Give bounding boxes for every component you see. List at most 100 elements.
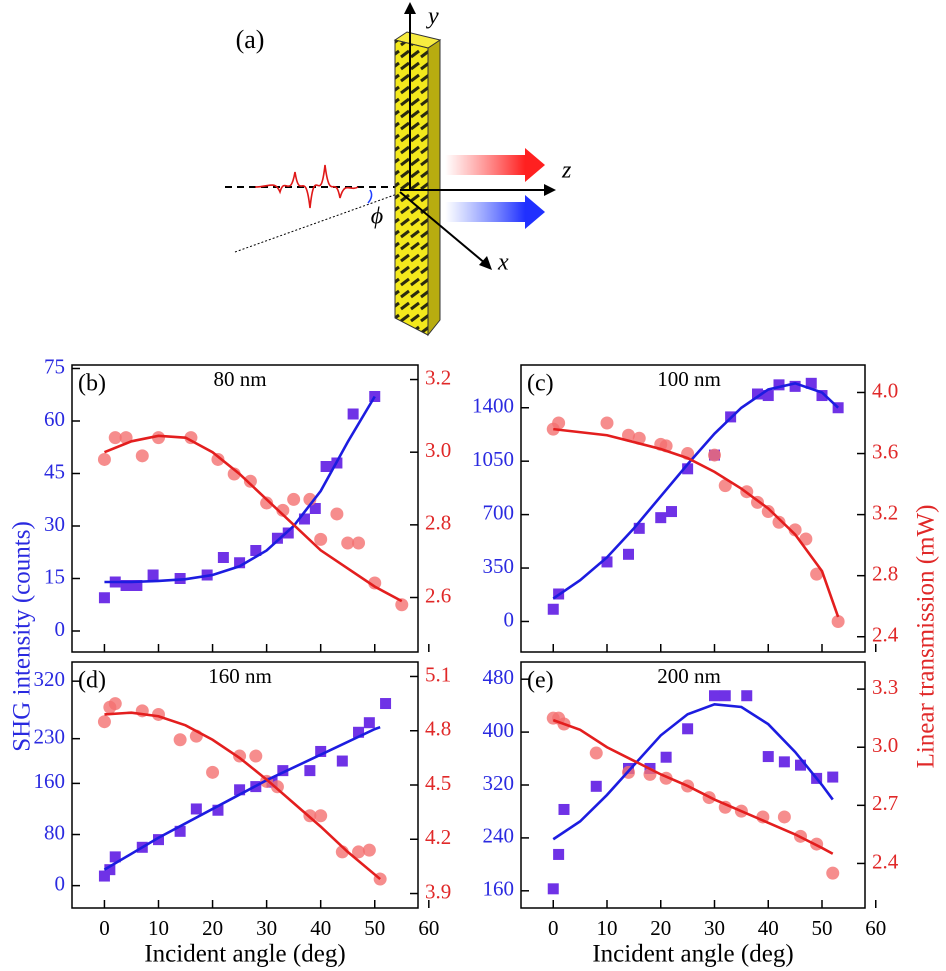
- square-point: [709, 690, 720, 702]
- y2-tick-label: 4.2: [425, 825, 451, 849]
- square-point: [547, 883, 559, 895]
- arrowhead: [479, 256, 492, 270]
- square-point: [682, 463, 694, 475]
- circle-point: [589, 746, 603, 760]
- square-point: [789, 380, 801, 392]
- plot-frame: [71, 364, 419, 653]
- y2-tick-label: 3.6: [872, 439, 898, 463]
- circle-point: [314, 532, 328, 546]
- fit-line: [553, 427, 840, 618]
- square-point: [147, 569, 159, 581]
- x-tick-label: 40: [310, 916, 331, 940]
- circle-point: [708, 448, 721, 462]
- arrowhead: [525, 195, 545, 229]
- x-tick-label: 50: [364, 916, 385, 940]
- square-point: [558, 803, 570, 815]
- x-tick-label: 50: [812, 916, 833, 940]
- square-point: [282, 527, 294, 539]
- circle-point: [826, 866, 840, 880]
- circle-point: [260, 496, 274, 510]
- square-point: [601, 556, 613, 568]
- x-tick-label: 20: [650, 916, 671, 940]
- square-point: [762, 751, 774, 763]
- x-tick-label: 60: [418, 916, 439, 940]
- square-point: [666, 506, 677, 518]
- plate-front: [394, 39, 429, 336]
- square-point: [104, 864, 116, 876]
- y-tick-label: 45: [44, 459, 65, 483]
- x-tick-label: 30: [256, 916, 277, 940]
- square-point: [762, 390, 774, 402]
- y2-tick-label: 3.0: [425, 438, 451, 462]
- circle-point: [777, 810, 791, 824]
- panel-label: (e): [527, 668, 554, 694]
- circle-point: [249, 749, 263, 763]
- square-point: [212, 804, 224, 816]
- angle-label: ϕ: [371, 204, 383, 230]
- y-tick-label: 320: [483, 771, 515, 795]
- y-tick-label: 60: [44, 407, 65, 431]
- circle-point: [152, 431, 165, 445]
- square-point: [250, 545, 262, 556]
- square-point: [633, 522, 645, 534]
- y-tick-label: 160: [34, 769, 66, 793]
- x-tick-label: 40: [758, 916, 779, 940]
- square-point: [623, 548, 634, 560]
- square-point: [380, 698, 392, 710]
- circle-point: [97, 452, 111, 466]
- angle-arc: [367, 189, 373, 204]
- y-tick-label: 400: [483, 718, 515, 742]
- circle-point: [831, 614, 845, 628]
- wave-packet: [254, 164, 359, 209]
- circle-point: [341, 536, 355, 550]
- y2-tick-label: 3.2: [425, 365, 451, 389]
- circle-point: [206, 765, 220, 779]
- y2-tick-label: 4.5: [425, 771, 451, 795]
- y2-tick-label: 2.7: [872, 791, 898, 815]
- y-tick-label: 80: [44, 820, 65, 844]
- panel-title: 160 nm: [208, 664, 272, 688]
- panel-title: 100 nm: [657, 367, 721, 391]
- square-point: [234, 784, 246, 796]
- y-tick-label: 160: [483, 877, 515, 901]
- square-point: [547, 603, 559, 615]
- square-point: [315, 745, 327, 757]
- square-point: [778, 756, 790, 768]
- fit-line: [552, 718, 834, 855]
- circle-point: [287, 492, 301, 506]
- square-point: [590, 780, 602, 792]
- x-tick-label: 0: [99, 916, 110, 940]
- square-point: [805, 377, 817, 389]
- arrowhead: [525, 148, 545, 182]
- panel-label: (b): [78, 371, 106, 397]
- axis-name: y: [426, 4, 439, 30]
- circle-point: [330, 507, 344, 521]
- circle-point: [788, 523, 802, 537]
- circle-point: [395, 598, 409, 612]
- fit-line: [103, 434, 403, 603]
- x-tick-label: 0: [548, 916, 559, 940]
- square-point: [98, 592, 110, 604]
- square-point: [752, 388, 763, 400]
- y-tick-label: 0: [55, 617, 66, 641]
- panel-title: 80 nm: [213, 367, 266, 391]
- circle-point: [314, 809, 328, 823]
- plate-side: [427, 39, 441, 337]
- circle-point: [352, 845, 366, 859]
- circle-point: [270, 780, 284, 794]
- y2-tick-label: 3.2: [872, 500, 898, 524]
- diagram: (a) y z x ϕ: [225, 2, 572, 337]
- y2-tick-label: 4.8: [425, 717, 451, 741]
- circle-point: [799, 532, 813, 546]
- y-tick-label: 30: [44, 512, 65, 536]
- arrowhead: [404, 2, 416, 14]
- y-tick-label: 1400: [472, 394, 514, 418]
- circle-point: [97, 715, 111, 729]
- x-tick-label: 30: [704, 916, 725, 940]
- square-point: [741, 690, 753, 702]
- square-point: [120, 580, 132, 591]
- y-tick-label: 1050: [472, 447, 514, 471]
- circle-point: [718, 479, 732, 493]
- panel-title: 200 nm: [657, 664, 721, 688]
